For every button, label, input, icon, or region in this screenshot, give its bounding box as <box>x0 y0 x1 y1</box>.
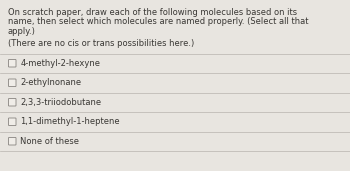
FancyBboxPatch shape <box>8 98 16 106</box>
Text: apply.): apply.) <box>8 27 36 36</box>
FancyBboxPatch shape <box>8 79 16 87</box>
Text: name, then select which molecules are named properly. (Select all that: name, then select which molecules are na… <box>8 17 308 27</box>
Text: 4-methyl-2-hexyne: 4-methyl-2-hexyne <box>21 59 100 68</box>
Text: None of these: None of these <box>21 137 79 146</box>
Text: 2-ethylnonane: 2-ethylnonane <box>21 78 82 87</box>
Text: 1,1-dimethyl-1-heptene: 1,1-dimethyl-1-heptene <box>21 117 120 126</box>
FancyBboxPatch shape <box>8 60 16 67</box>
FancyBboxPatch shape <box>8 118 16 126</box>
Text: 2,3,3-triiodobutane: 2,3,3-triiodobutane <box>21 98 102 107</box>
Text: (There are no cis or trans possibilities here.): (There are no cis or trans possibilities… <box>8 40 194 49</box>
Text: On scratch paper, draw each of the following molecules based on its: On scratch paper, draw each of the follo… <box>8 8 297 17</box>
FancyBboxPatch shape <box>8 137 16 145</box>
